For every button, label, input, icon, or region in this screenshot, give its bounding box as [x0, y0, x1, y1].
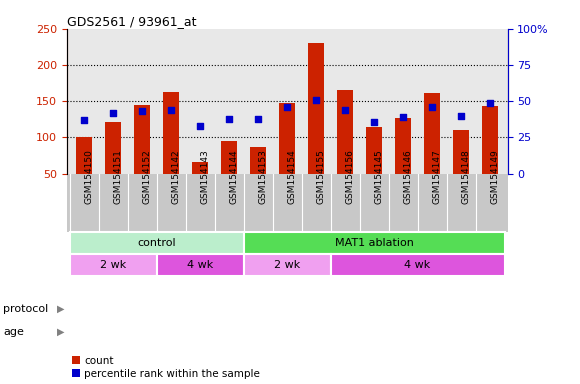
- Point: [485, 99, 495, 106]
- Point: [398, 114, 408, 120]
- Bar: [366, 127, 382, 174]
- Legend: count, percentile rank within the sample: count, percentile rank within the sample: [72, 356, 260, 379]
- Bar: [244, 254, 331, 276]
- Bar: [331, 254, 505, 276]
- Text: GSM154154: GSM154154: [287, 149, 296, 204]
- Text: GSM154142: GSM154142: [171, 149, 180, 204]
- Point: [195, 123, 205, 129]
- Text: GSM154152: GSM154152: [142, 149, 151, 204]
- Text: GSM154147: GSM154147: [432, 149, 441, 204]
- Bar: [395, 118, 411, 174]
- Bar: [105, 122, 121, 174]
- Point: [108, 110, 118, 116]
- Point: [340, 107, 350, 113]
- Bar: [157, 254, 244, 276]
- Text: GSM154151: GSM154151: [113, 149, 122, 204]
- Text: 4 wk: 4 wk: [187, 260, 213, 270]
- Bar: [453, 129, 469, 174]
- Text: 4 wk: 4 wk: [404, 260, 431, 270]
- Bar: [134, 105, 150, 174]
- Bar: [337, 90, 353, 174]
- Text: protocol: protocol: [3, 304, 48, 314]
- Text: GSM154156: GSM154156: [345, 149, 354, 204]
- Bar: [70, 254, 157, 276]
- Text: GSM154145: GSM154145: [374, 149, 383, 204]
- Bar: [244, 232, 505, 254]
- Text: GSM154143: GSM154143: [200, 149, 209, 204]
- Text: 2 wk: 2 wk: [274, 260, 300, 270]
- Bar: [76, 137, 92, 174]
- Text: GSM154155: GSM154155: [316, 149, 325, 204]
- Bar: [163, 92, 179, 174]
- Text: GSM154146: GSM154146: [403, 149, 412, 204]
- Bar: [424, 93, 440, 174]
- Bar: [250, 147, 266, 174]
- Text: GSM154153: GSM154153: [258, 149, 267, 204]
- Bar: [221, 141, 237, 174]
- Point: [282, 104, 292, 110]
- Point: [166, 107, 176, 113]
- Point: [369, 119, 379, 125]
- Point: [311, 97, 321, 103]
- Text: GSM154148: GSM154148: [461, 149, 470, 204]
- Point: [427, 104, 437, 110]
- Bar: [192, 162, 208, 174]
- Text: ▶: ▶: [57, 327, 64, 337]
- Text: GSM154144: GSM154144: [229, 149, 238, 204]
- Text: ▶: ▶: [57, 304, 64, 314]
- Point: [79, 117, 89, 123]
- Bar: [279, 103, 295, 174]
- Point: [253, 116, 263, 122]
- Point: [456, 113, 466, 119]
- Bar: [482, 106, 498, 174]
- Bar: [308, 43, 324, 174]
- Text: age: age: [3, 327, 24, 337]
- Text: MAT1 ablation: MAT1 ablation: [335, 238, 414, 248]
- Text: 2 wk: 2 wk: [100, 260, 126, 270]
- Point: [224, 116, 234, 122]
- Text: GSM154150: GSM154150: [84, 149, 93, 204]
- Text: GSM154149: GSM154149: [490, 149, 499, 204]
- Text: GDS2561 / 93961_at: GDS2561 / 93961_at: [67, 15, 196, 28]
- Text: control: control: [137, 238, 176, 248]
- Bar: [70, 232, 244, 254]
- Point: [137, 108, 147, 114]
